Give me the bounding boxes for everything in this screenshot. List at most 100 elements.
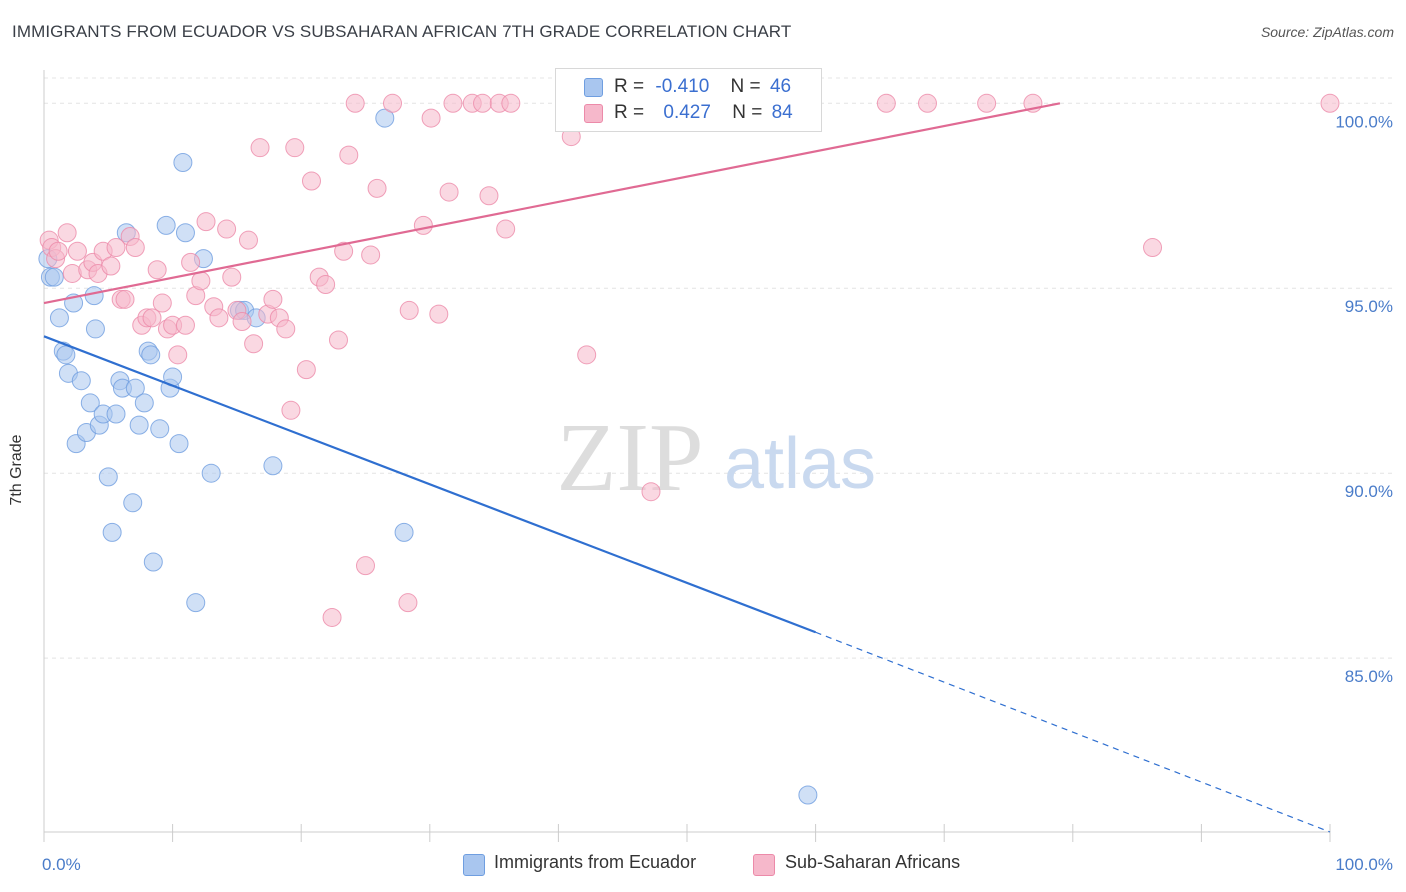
subsaharan-point [67, 241, 87, 261]
ecuador-point [71, 371, 91, 391]
legend-row-ecuador: R = -0.410 N = 46 [614, 76, 791, 98]
ecuador-point [175, 223, 195, 243]
subsaharan-point [641, 482, 661, 502]
ecuador-point [106, 404, 126, 424]
legend-r-label: R = [614, 102, 645, 123]
subsaharan-point [115, 289, 135, 309]
ecuador-point [156, 215, 176, 235]
subsaharan-point [398, 593, 418, 613]
watermark-atlas: atlas [724, 424, 876, 504]
subsaharan-point [1143, 238, 1163, 258]
axes [43, 70, 1331, 842]
subsaharan-point [147, 260, 167, 280]
y-tick-label: 100.0% [1335, 112, 1393, 131]
ecuador-trend-line [43, 335, 816, 634]
bottom-legend-swatch-subsaharan [753, 854, 775, 876]
watermark-zip: ZIP [557, 404, 704, 512]
gridlines [44, 77, 1395, 659]
subsaharan-point [917, 93, 937, 113]
y-tick-labels: 100.0% 95.0% 90.0% 85.0% [1335, 112, 1393, 686]
subsaharan-point [496, 219, 516, 239]
ecuador-point [123, 493, 143, 513]
source-label: Source: ZipAtlas.com [1260, 24, 1394, 40]
legend-swatch-ecuador [584, 78, 603, 97]
subsaharan-point [367, 178, 387, 198]
subsaharan-point [439, 182, 459, 202]
ecuador-point [56, 345, 76, 365]
ecuador-point [129, 415, 149, 435]
legend-n-value: 84 [771, 102, 793, 123]
subsaharan-point [322, 607, 342, 627]
subsaharan-point [876, 93, 896, 113]
subsaharan-point [250, 138, 270, 158]
subsaharan-point [232, 312, 252, 332]
legend-n-label: N = [732, 102, 763, 123]
ecuador-point [80, 393, 100, 413]
x-tick-label: 0.0% [42, 855, 81, 874]
subsaharan-point [501, 93, 521, 113]
subsaharan-point [57, 223, 77, 243]
y-tick-label: 95.0% [1345, 297, 1393, 316]
subsaharan-point [238, 230, 258, 250]
subsaharan-point [222, 267, 242, 287]
ecuador-point [44, 267, 64, 287]
subsaharan-point [399, 300, 419, 320]
bottom-legend-label-ecuador: Immigrants from Ecuador [494, 852, 697, 872]
subsaharan-point [479, 186, 499, 206]
subsaharan-point [334, 241, 354, 261]
ecuador-point [173, 152, 193, 172]
legend-row-subsaharan: R = 0.427 N = 84 [614, 102, 793, 124]
legend-r-value: 0.427 [663, 102, 711, 123]
subsaharan-point [301, 171, 321, 191]
legend-r-value: -0.410 [655, 76, 710, 97]
ecuador-trend-extension [815, 631, 1331, 833]
legend-swatch-subsaharan [584, 104, 603, 123]
subsaharan-point [101, 256, 121, 276]
subsaharan-point [356, 556, 375, 576]
subsaharan-point [244, 334, 264, 354]
subsaharan-point [106, 238, 126, 258]
subsaharan-point [48, 241, 68, 261]
subsaharan-point [316, 275, 336, 295]
subsaharan-point [196, 212, 216, 232]
ecuador-point [134, 393, 154, 413]
data-points [38, 93, 1340, 805]
subsaharan-point [276, 319, 296, 339]
x-tick-labels: 0.0% 100.0% [42, 855, 1393, 874]
chart-title: IMMIGRANTS FROM ECUADOR VS SUBSAHARAN AF… [12, 22, 792, 41]
subsaharan-point [181, 252, 201, 272]
subsaharan-point [421, 108, 441, 128]
subsaharan-point [285, 138, 305, 158]
x-tick-label: 100.0% [1335, 855, 1393, 874]
ecuador-point [98, 467, 118, 487]
legend-n-value: 46 [769, 76, 792, 97]
subsaharan-point [473, 93, 493, 113]
ecuador-point [150, 419, 170, 439]
ecuador-point [186, 593, 206, 613]
subsaharan-point [577, 345, 597, 365]
subsaharan-point [383, 93, 403, 113]
subsaharan-point [413, 215, 433, 235]
ecuador-point [375, 108, 395, 128]
ecuador-point [201, 463, 221, 483]
trend-lines [43, 102, 1331, 833]
y-tick-label: 90.0% [1345, 482, 1393, 501]
subsaharan-point [209, 308, 229, 328]
ecuador-point [169, 434, 189, 454]
legend-r-label: R = [614, 76, 645, 97]
subsaharan-point [977, 93, 997, 113]
subsaharan-point [168, 345, 188, 365]
bottom-legend-swatch-ecuador [463, 854, 485, 876]
ecuador-point [141, 345, 161, 365]
subsaharan-point [361, 245, 381, 265]
ecuador-point [798, 785, 818, 805]
subsaharan-point [175, 315, 195, 335]
ecuador-point [394, 522, 414, 542]
ecuador-point [125, 378, 145, 398]
subsaharan-point [142, 308, 162, 328]
subsaharan-point [345, 93, 365, 113]
watermark: ZIP atlas [557, 404, 877, 512]
ecuador-point [143, 552, 163, 572]
subsaharan-point [281, 400, 301, 420]
